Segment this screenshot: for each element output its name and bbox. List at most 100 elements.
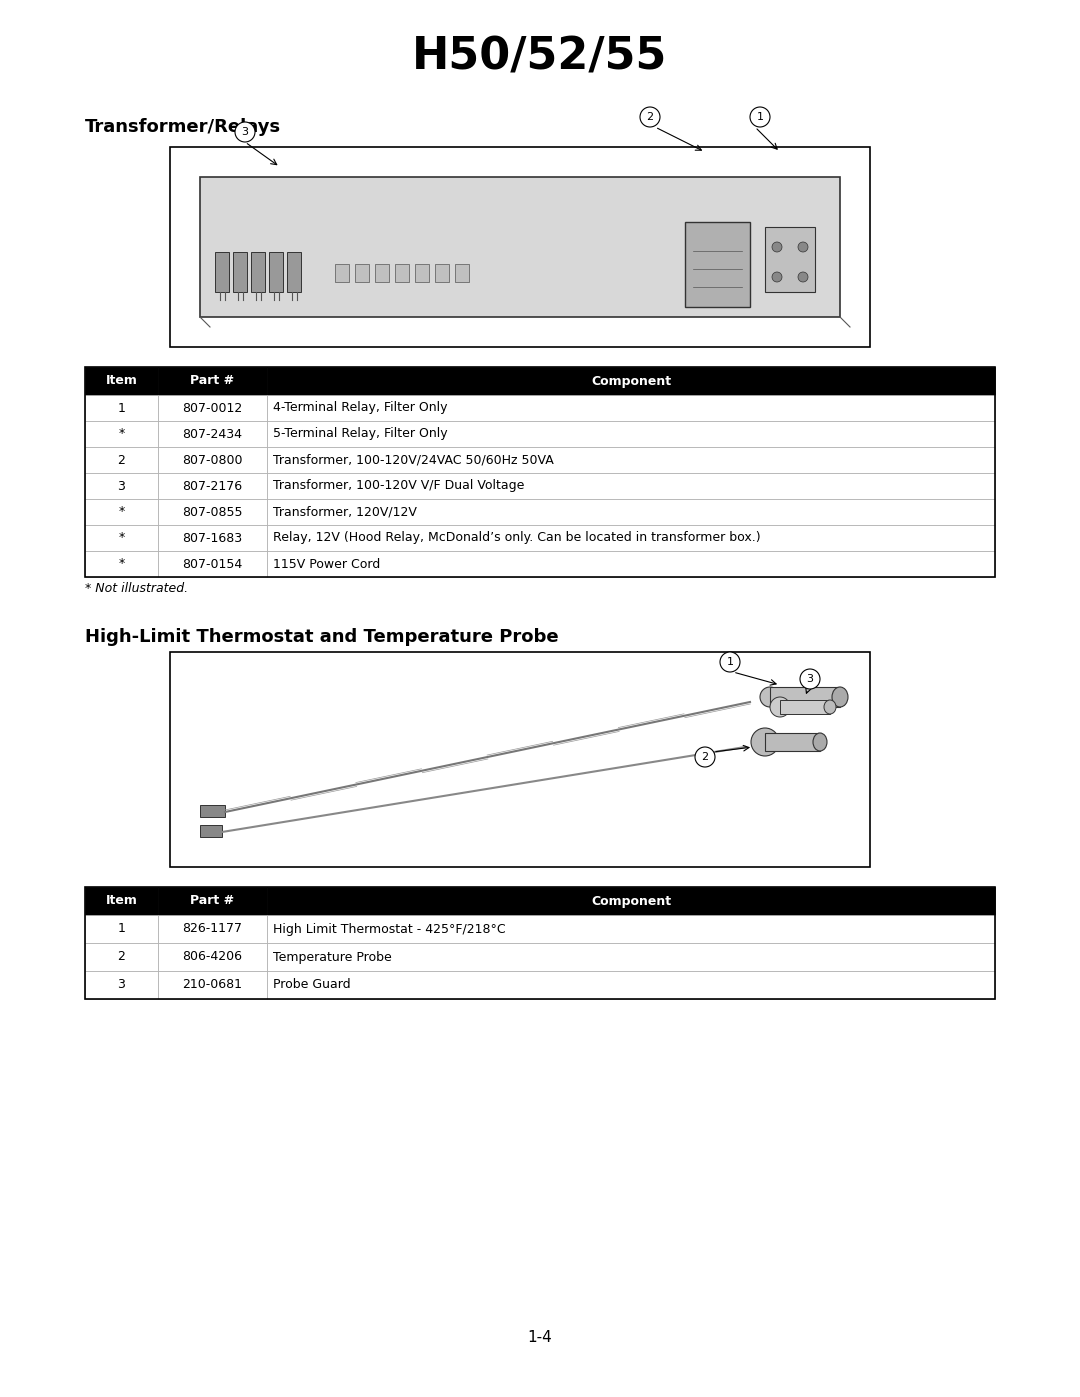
Bar [267,887,995,915]
Bar [85,943,158,971]
Text: 807-0154: 807-0154 [183,557,243,570]
Circle shape [772,242,782,251]
Bar [158,420,267,447]
Bar [158,915,267,943]
Ellipse shape [832,687,848,707]
Bar [85,499,158,525]
Circle shape [750,108,770,127]
Text: 807-2434: 807-2434 [183,427,242,440]
Text: Probe Guard: Probe Guard [273,978,351,992]
Text: 826-1177: 826-1177 [183,922,242,936]
Circle shape [751,728,779,756]
Text: 2: 2 [118,454,125,467]
Text: 115V Power Cord: 115V Power Cord [273,557,380,570]
Circle shape [696,747,715,767]
Bar [335,264,349,282]
Text: Relay, 12V (Hood Relay, McDonald’s only. Can be located in transformer box.): Relay, 12V (Hood Relay, McDonald’s only.… [273,531,760,545]
Bar [765,733,820,752]
Circle shape [770,697,789,717]
Bar [158,525,267,550]
Bar [158,447,267,474]
Text: 1: 1 [727,657,733,666]
Bar [267,367,995,395]
Polygon shape [200,177,840,317]
Text: High Limit Thermostat - 425°F/218°C: High Limit Thermostat - 425°F/218°C [273,922,505,936]
Bar [267,395,995,420]
Text: 3: 3 [242,127,248,137]
Text: * Not illustrated.: * Not illustrated. [85,583,188,595]
Text: Component: Component [591,374,671,387]
Bar [267,420,995,447]
Bar [85,971,158,999]
Circle shape [720,652,740,672]
Bar [158,395,267,420]
Text: 1: 1 [118,401,125,415]
Bar [267,474,995,499]
Text: Component: Component [591,894,671,908]
Bar [780,700,831,714]
Bar [158,971,267,999]
Text: Transformer/Relays: Transformer/Relays [85,117,281,136]
Bar [251,251,265,292]
Bar [85,550,158,577]
Text: 1: 1 [118,922,125,936]
Bar [215,251,229,292]
Bar [200,805,225,817]
Text: Item: Item [106,374,137,387]
Bar [415,264,429,282]
Text: Transformer, 120V/12V: Transformer, 120V/12V [273,506,417,518]
Text: Temperature Probe: Temperature Probe [273,950,392,964]
Bar [267,550,995,577]
Bar [200,826,222,837]
Text: 3: 3 [807,673,813,685]
Text: 3: 3 [118,479,125,493]
Bar [267,447,995,474]
Bar [770,687,840,707]
Text: 2: 2 [647,112,653,122]
Bar [170,652,870,868]
Text: H50/52/55: H50/52/55 [413,35,667,78]
Text: 807-0012: 807-0012 [183,401,243,415]
Circle shape [798,272,808,282]
Ellipse shape [824,700,836,714]
Text: *: * [119,427,124,440]
Bar [685,222,750,307]
Bar [287,251,301,292]
Ellipse shape [760,687,780,707]
Bar [85,474,158,499]
Text: *: * [119,557,124,570]
Bar [455,264,469,282]
Bar [158,367,267,395]
Text: 807-1683: 807-1683 [183,531,243,545]
Bar [85,395,158,420]
Bar [355,264,369,282]
Text: Item: Item [106,894,137,908]
Text: 5-Terminal Relay, Filter Only: 5-Terminal Relay, Filter Only [273,427,447,440]
Text: Part #: Part # [190,374,234,387]
Text: 806-4206: 806-4206 [183,950,242,964]
Bar [267,915,995,943]
Bar [85,420,158,447]
Text: 3: 3 [118,978,125,992]
Text: Part #: Part # [190,894,234,908]
Text: 807-0800: 807-0800 [183,454,243,467]
Bar [395,264,409,282]
Text: Transformer, 100-120V V/F Dual Voltage: Transformer, 100-120V V/F Dual Voltage [273,479,525,493]
Bar [85,447,158,474]
Circle shape [800,669,820,689]
Bar [85,525,158,550]
Bar [158,550,267,577]
Text: 807-0855: 807-0855 [183,506,243,518]
Bar [233,251,247,292]
Text: Transformer, 100-120V/24VAC 50/60Hz 50VA: Transformer, 100-120V/24VAC 50/60Hz 50VA [273,454,554,467]
Bar [85,367,995,577]
Circle shape [772,272,782,282]
Bar [267,971,995,999]
Bar [158,943,267,971]
Bar [85,887,158,915]
Bar [267,499,995,525]
Text: 1: 1 [756,112,764,122]
Bar [158,474,267,499]
Text: 210-0681: 210-0681 [183,978,242,992]
Bar [375,264,389,282]
